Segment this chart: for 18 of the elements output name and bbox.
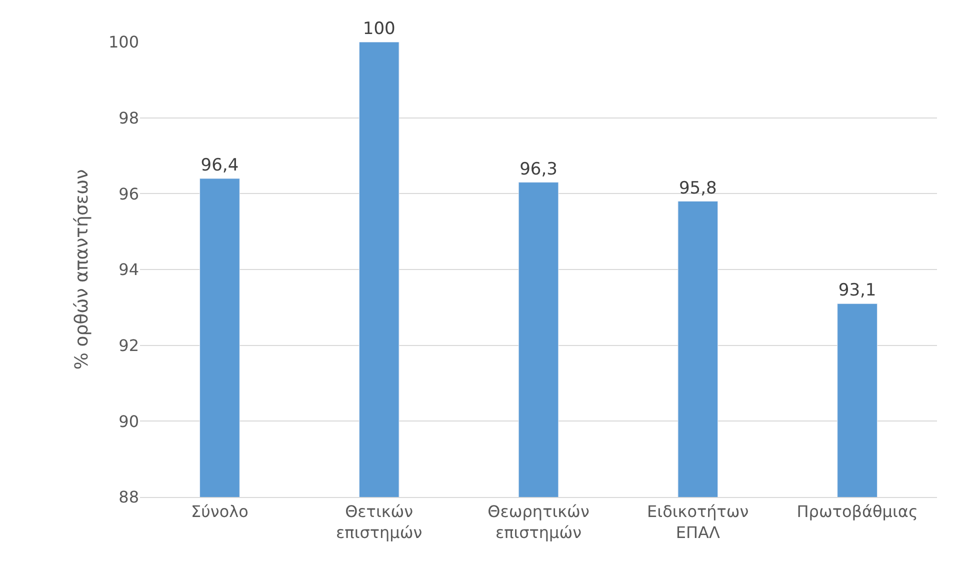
y-tick-label: 96 (118, 184, 139, 204)
data-label: 93,1 (838, 280, 876, 301)
x-tick-label: Θετικών επιστημών (336, 502, 422, 542)
y-tick-label: 92 (118, 336, 139, 355)
data-label: 96,4 (200, 156, 239, 176)
y-tick-label: 90 (118, 412, 139, 431)
y-tick-label: 98 (118, 108, 139, 128)
x-tick-label: Πρωτοβάθμιας (796, 502, 918, 522)
data-label: 95,8 (678, 178, 717, 198)
data-label: 96,3 (520, 159, 558, 180)
y-tick-label: 94 (118, 260, 139, 280)
x-tick-label: Σύνολο (191, 502, 248, 522)
y-tick-label: 88 (118, 488, 139, 507)
y-tick-label: 100 (108, 32, 139, 52)
data-label: 100 (362, 19, 396, 39)
y-axis-title: % ορθών απαντήσεων (72, 169, 93, 370)
x-tick-label: Ειδικοτήτων ΕΠΑΛ (647, 502, 749, 542)
x-tick-label: Θεωρητικών επιστημών (488, 502, 590, 542)
